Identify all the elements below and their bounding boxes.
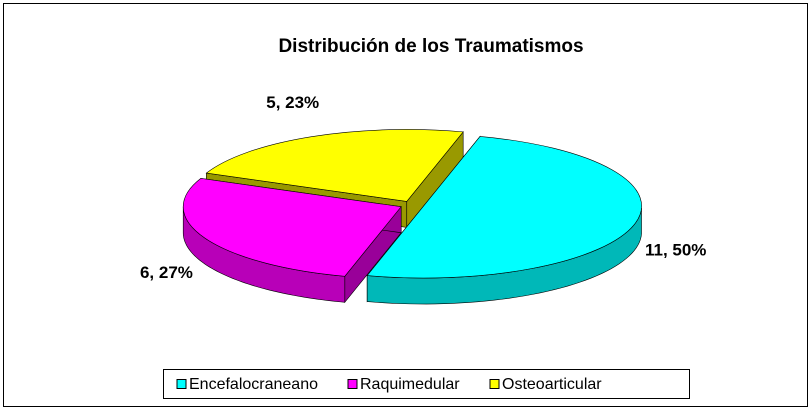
legend-swatch (489, 379, 500, 389)
legend-swatch (176, 379, 187, 389)
data-label: 11, 50% (645, 240, 706, 259)
legend-label: Encefalocraneano (189, 376, 318, 393)
legend: Encefalocraneano Raquimedular Osteoarticul… (176, 376, 602, 393)
pie-slice (182, 178, 402, 304)
legend-label: Osteoarticular (502, 376, 602, 393)
slice-top (366, 136, 642, 279)
legend-label: Raquimedular (360, 376, 460, 393)
data-label: 5, 23% (266, 93, 319, 112)
slice-top (205, 129, 464, 202)
data-label: 6, 27% (140, 263, 193, 282)
slice-top (182, 178, 402, 277)
chart-title: Distribución de los Traumatismos (278, 36, 583, 57)
legend-swatch (347, 379, 358, 389)
legend-box (163, 369, 690, 399)
pie: 11, 50% 6, 27% 5, 23% (140, 93, 706, 305)
pie-slice (366, 135, 642, 305)
